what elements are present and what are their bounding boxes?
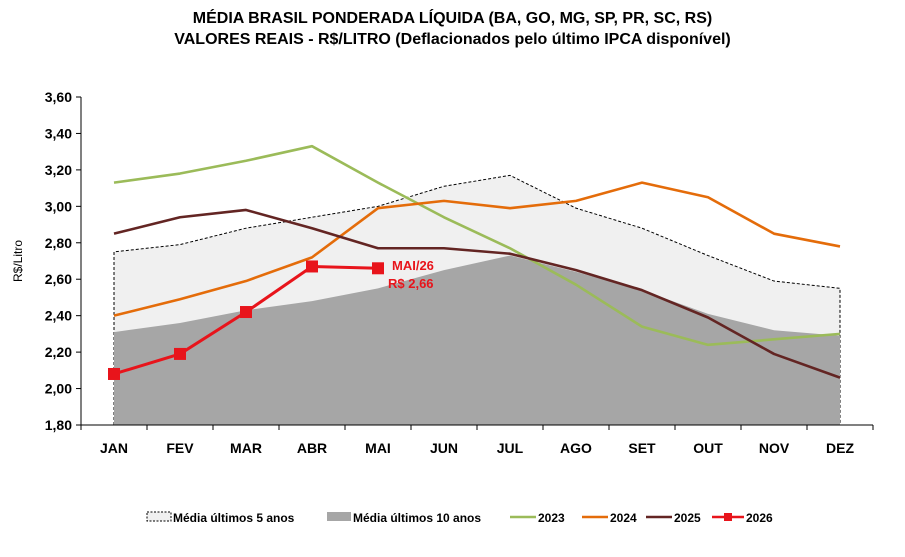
x-tick-label: MAI	[365, 440, 391, 456]
point-2026	[306, 260, 318, 273]
line-series-2023	[113, 144, 841, 347]
x-tick-label: JUL	[497, 440, 524, 456]
legend-swatch	[146, 511, 172, 522]
line-series-2024	[113, 181, 841, 317]
annotation-value: R$ 2,66	[388, 276, 434, 291]
x-tick-label: OUT	[693, 440, 723, 456]
line-series-2025	[113, 208, 841, 379]
x-tick-label: MAR	[230, 440, 262, 456]
x-tick-label: FEV	[166, 440, 194, 456]
y-tick-label: 2,40	[45, 308, 72, 324]
legend-label: 2025	[674, 511, 701, 525]
x-tick-label: JUN	[430, 440, 458, 456]
x-tick-label: ABR	[297, 440, 327, 456]
point-2026	[108, 367, 120, 380]
line-layer	[113, 144, 841, 379]
y-tick-label: 3,00	[45, 198, 72, 214]
y-tick-label: 1,80	[45, 417, 72, 433]
legend-label: Média últimos 5 anos	[173, 511, 295, 525]
label-layer: MAI/26 R$ 2,66	[388, 258, 434, 291]
chart-title-line-2: VALORES REAIS - R$/LITRO (Deflacionados …	[174, 31, 731, 48]
y-tick-label: 2,00	[45, 381, 72, 397]
legend-label: 2023	[538, 511, 565, 525]
y-tick-label: 3,60	[45, 89, 72, 105]
chart-title: MÉDIA BRASIL PONDERADA LÍQUIDA (BA, GO, …	[0, 8, 905, 50]
x-tick-label: DEZ	[826, 440, 854, 456]
legend-marker	[724, 513, 732, 521]
point-2026	[240, 306, 252, 319]
x-tick-label: AGO	[560, 440, 592, 456]
y-tick-label: 2,80	[45, 235, 72, 251]
x-tick-label: JAN	[100, 440, 128, 456]
y-tick-label: 2,60	[45, 271, 72, 287]
annotation-label: MAI/26	[392, 258, 434, 273]
marker-layer	[108, 260, 384, 380]
axes: 1,80 2,00 2,20 2,40 2,60 2,80 3,00 3,20 3,40 3,60…	[11, 89, 874, 456]
legend-label: Média últimos 10 anos	[353, 511, 481, 525]
point-2026	[174, 347, 186, 360]
y-axis-label: R$/Litro	[11, 240, 25, 282]
legend: Média últimos 5 anos Média últimos 10 ano…	[146, 511, 773, 525]
y-tick-label: 3,20	[45, 162, 72, 178]
chart-title-line-1: MÉDIA BRASIL PONDERADA LÍQUIDA (BA, GO, …	[192, 10, 713, 27]
legend-label: 2024	[610, 511, 637, 525]
point-2026	[372, 262, 384, 275]
y-tick-label: 3,40	[45, 125, 72, 141]
x-tick-label: SET	[628, 440, 656, 456]
legend-swatch	[327, 512, 351, 521]
x-tick-label: NOV	[759, 440, 790, 456]
y-tick-label: 2,20	[45, 344, 72, 360]
legend-label: 2026	[746, 511, 773, 525]
